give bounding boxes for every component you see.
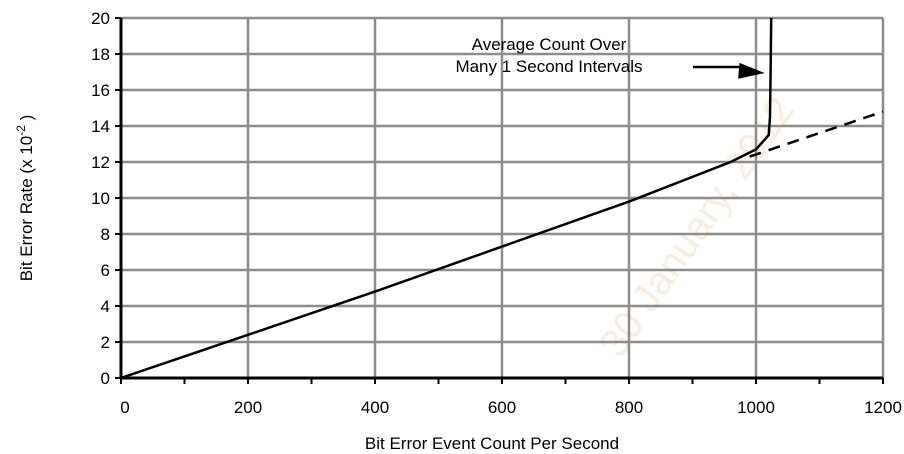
x-tick-label-1200: 1200: [864, 398, 902, 417]
y-tick-label-8: 8: [101, 225, 110, 244]
y-tick-label-2: 2: [101, 333, 110, 352]
y-tick-label-6: 6: [101, 261, 110, 280]
annotation-arrow: [693, 62, 765, 79]
y-tick-label-16: 16: [91, 81, 110, 100]
annotation-arrow-head: [738, 62, 765, 79]
series-line-1-solid: [120, 17, 773, 380]
x-tick-label-800: 800: [615, 398, 643, 417]
annotation-line-1: Average Count Over: [472, 35, 627, 54]
y-axis-label: Bit Error Rate (x 10-2 ): [14, 115, 36, 282]
x-tick-label-200: 200: [234, 398, 262, 417]
x-tick-label-600: 600: [488, 398, 516, 417]
watermark: 30 January, 2012: [591, 89, 803, 365]
y-tick-label-0: 0: [101, 369, 110, 388]
y-tick-label-14: 14: [91, 117, 110, 136]
y-axis-label-main: Bit Error Rate (x 10: [17, 136, 36, 282]
y-tick-label-4: 4: [101, 297, 110, 316]
y-axis-label-exponent: -2: [14, 125, 28, 136]
grid: [121, 16, 885, 378]
y-tick-label-20: 20: [91, 9, 110, 28]
series-line-2-dashed: [749, 110, 884, 158]
x-tick-label-400: 400: [361, 398, 389, 417]
x-axis-label: Bit Error Event Count Per Second: [365, 434, 619, 453]
y-tick-label-12: 12: [91, 153, 110, 172]
y-tick-label-18: 18: [91, 45, 110, 64]
x-tick-label-1000: 1000: [737, 398, 775, 417]
y-axis-label-close: ): [17, 115, 36, 125]
y-tick-label-10: 10: [91, 189, 110, 208]
x-tick-label-0: 0: [120, 398, 129, 417]
series-layer: [120, 17, 884, 380]
annotation-line-2: Many 1 Second Intervals: [455, 57, 642, 76]
